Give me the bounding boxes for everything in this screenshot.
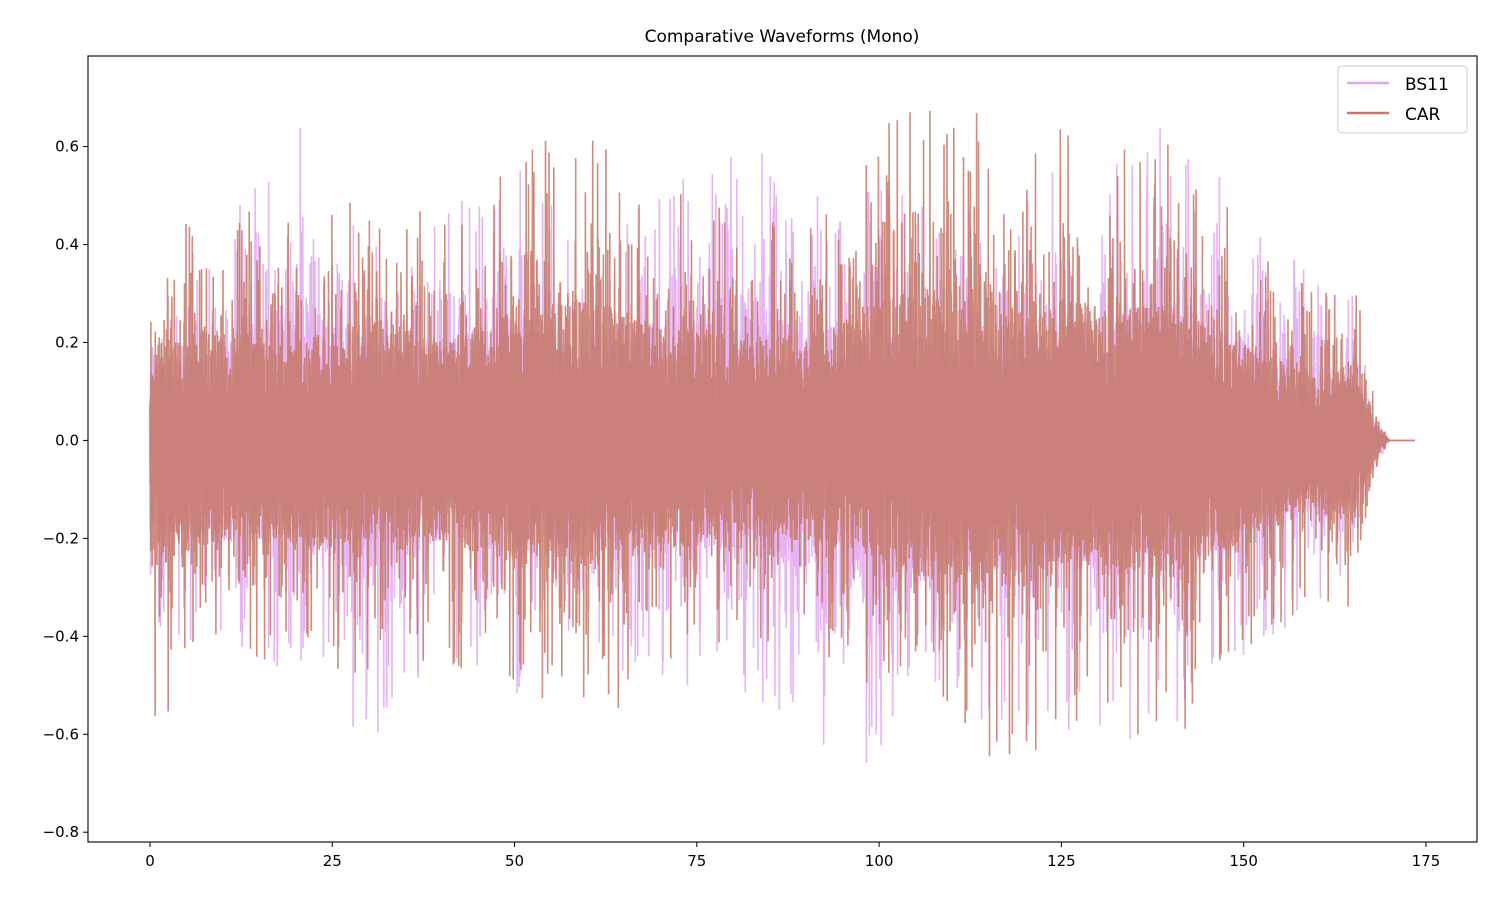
y-tick-label: −0.8 [43, 823, 79, 841]
chart-title: Comparative Waveforms (Mono) [645, 27, 920, 47]
x-axis: 0 25 50 75 100 125 150 175 [145, 842, 1440, 870]
series-layer [149, 110, 1415, 764]
x-tick-label: 50 [505, 852, 524, 870]
x-tick-label: 175 [1412, 852, 1441, 870]
legend-label-car: CAR [1405, 105, 1440, 125]
x-tick-label: 0 [145, 852, 155, 870]
legend: BS11 CAR [1337, 65, 1468, 134]
legend-label-bs11: BS11 [1405, 75, 1449, 95]
y-tick-label: −0.6 [43, 725, 79, 743]
y-tick-label: 0.6 [55, 138, 79, 156]
y-tick-label: 0.2 [55, 333, 79, 351]
y-axis: −0.8 −0.6 −0.4 −0.2 0.0 0.2 0.4 0.6 [43, 138, 88, 841]
plot-frame [87, 55, 1478, 843]
y-tick-label: −0.4 [43, 627, 79, 645]
y-tick-label: 0.4 [55, 236, 79, 254]
x-tick-label: 125 [1047, 852, 1076, 870]
x-tick-label: 75 [687, 852, 706, 870]
y-tick-label: −0.2 [43, 529, 79, 547]
x-tick-label: 150 [1229, 852, 1258, 870]
series-line-car [149, 110, 1415, 757]
x-tick-label: 100 [865, 852, 894, 870]
x-tick-label: 25 [323, 852, 342, 870]
y-tick-label: 0.0 [55, 431, 79, 449]
